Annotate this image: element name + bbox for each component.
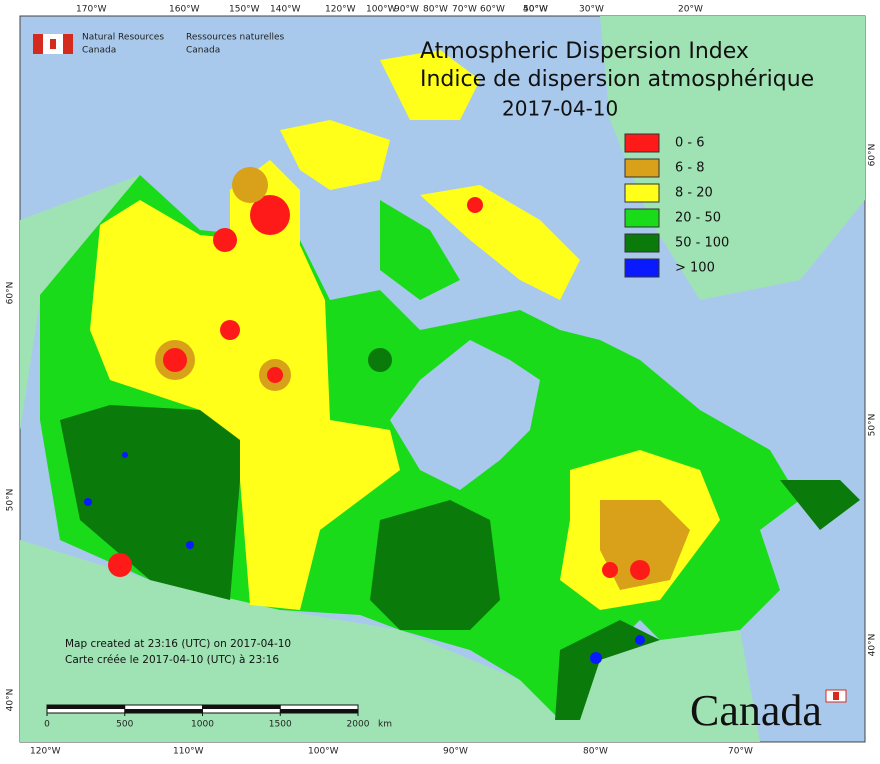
hotspots [84, 167, 650, 664]
wordmark-text: Canada [690, 686, 822, 735]
graticule-label: 160°W [169, 5, 200, 15]
legend-label: 0 - 6 [675, 136, 705, 151]
graticule-label: 50°N [6, 489, 16, 512]
footer: Carte créée le 2017-04-10 (UTC) à 23:16 [65, 654, 279, 666]
graticule-label: 150°W [229, 5, 260, 15]
graticule-label: 110°W [173, 747, 204, 757]
scale-bar: 0 500 1000 1500 2000 km [44, 704, 392, 730]
graticule-label: 80°W [583, 747, 608, 757]
legend-swatch [624, 258, 660, 278]
legend-label: > 100 [675, 261, 715, 276]
scale-label: 0 [44, 720, 50, 730]
graticule-label: 170°W [76, 5, 107, 15]
scale-bar-segment [280, 709, 358, 713]
legend-label: 20 - 50 [675, 211, 721, 226]
graticule-label: 40°W [523, 5, 548, 15]
legend-swatch [624, 183, 660, 203]
title: Atmospheric Dispersion Index [420, 39, 749, 64]
scale-label: 1500 [269, 720, 292, 730]
graticule-label: 120°W [30, 747, 61, 757]
graticule-label: 60°W [480, 5, 505, 15]
graticule-label: 70°W [728, 747, 753, 757]
agency-fr: Ressources naturelles [186, 33, 285, 43]
graticule-label: 140°W [270, 5, 301, 15]
graticule-label: 70°W [452, 5, 477, 15]
land-base [20, 16, 865, 742]
graticule-label: 40°N [868, 634, 878, 657]
graticule-label: 90°W [443, 747, 468, 757]
graticule-label: 50°W [523, 5, 548, 15]
graticule-label: 80°W [423, 5, 448, 15]
title-fr: Indice de dispersion atmosphérique [420, 67, 814, 92]
legend-swatch [624, 233, 660, 253]
scale-bar-segment [124, 709, 203, 713]
graticule-label: 20°W [678, 5, 703, 15]
scale-label: 500 [116, 720, 133, 730]
graticule-label: 50°N [868, 414, 878, 437]
scale-bar-segment [47, 705, 125, 709]
legend-label: 8 - 20 [675, 186, 713, 201]
graticule-label: 30°W [579, 5, 604, 15]
legend-swatch [624, 208, 660, 228]
graticule: 170°W 160°W 150°W 140°W 120°W 100°W90°W 80°W 70… [6, 5, 878, 757]
graticule-label: 90°W [394, 5, 419, 15]
header: Natural Resources Canada Ressources natu… [33, 33, 814, 121]
scale-label: 1000 [191, 720, 214, 730]
graticule-label: 40°N [6, 689, 16, 712]
footer: Map created at 23:16 (UTC) on 2017-04-10 [65, 638, 291, 650]
agency-en: Canada [82, 46, 116, 56]
legend-swatch [624, 133, 660, 153]
legend-label: 6 - 8 [675, 161, 705, 176]
legend-label: 50 - 100 [675, 236, 729, 251]
scale-unit: km [378, 720, 392, 730]
agency-fr: Canada [186, 46, 220, 56]
wordmark: Canada [690, 686, 847, 735]
graticule-label: 120°W [325, 5, 356, 15]
canada [40, 175, 860, 720]
graticule-label: 60°N [868, 144, 878, 167]
legend-swatch [624, 158, 660, 178]
graticule-label: 60°N [6, 282, 16, 305]
date: 2017-04-10 [502, 97, 618, 121]
graticule-label: 100°W [308, 747, 339, 757]
legend: 0 - 6 6 - 8 8 - 20 20 - 50 50 - 100 > 100 [624, 133, 729, 278]
agency-en: Natural Resources [82, 33, 164, 43]
scale-label: 2000 [347, 720, 370, 730]
graticule-label: 100°W [366, 5, 397, 15]
scale-bar-segment [202, 705, 281, 709]
